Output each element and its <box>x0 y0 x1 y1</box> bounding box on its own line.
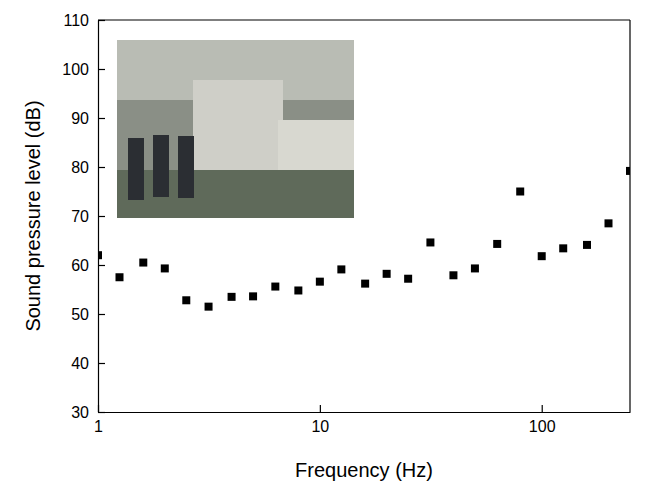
point <box>161 264 169 272</box>
tick-label: 100 <box>62 61 89 78</box>
frame <box>629 20 630 412</box>
tick-mark <box>542 405 543 412</box>
tick-label: 50 <box>71 306 89 323</box>
point <box>471 264 479 272</box>
point <box>516 188 524 196</box>
point <box>271 283 279 291</box>
tick: 40 <box>71 355 105 372</box>
point <box>139 259 147 267</box>
point <box>559 244 567 252</box>
point <box>626 167 630 175</box>
point <box>426 238 434 246</box>
point <box>337 265 345 273</box>
marks <box>98 167 630 311</box>
x-axis-title: Frequency (Hz) <box>295 459 433 481</box>
point <box>205 303 213 311</box>
inset-photo <box>117 40 354 218</box>
tick: 90 <box>71 110 105 127</box>
tick-mark <box>98 167 105 168</box>
tick-mark <box>98 69 105 70</box>
tick: 80 <box>71 159 105 176</box>
tick-mark <box>98 412 105 413</box>
point <box>604 219 612 227</box>
point <box>493 240 501 248</box>
tick-mark <box>98 265 105 266</box>
point <box>449 271 457 279</box>
point <box>98 251 102 259</box>
point <box>583 241 591 249</box>
frame <box>98 19 630 20</box>
x-axis: 1 10 100 <box>94 405 630 435</box>
tick-mark <box>98 216 105 217</box>
point <box>116 273 124 281</box>
point <box>228 293 236 301</box>
tick: 100 <box>529 405 556 435</box>
photo-person <box>153 135 169 197</box>
point <box>316 278 324 286</box>
axis-line <box>99 412 631 413</box>
tick-label: 1 <box>94 418 103 435</box>
tick-mark <box>98 118 105 119</box>
y-axis-title: Sound pressure level (dB) <box>22 100 44 331</box>
tick-label: 10 <box>311 418 329 435</box>
tick-mark <box>320 405 321 412</box>
point <box>294 286 302 294</box>
point <box>249 292 257 300</box>
tick-label: 30 <box>71 404 89 421</box>
tick: 100 <box>62 61 105 78</box>
tick: 70 <box>71 208 105 225</box>
point <box>361 280 369 288</box>
chart: 11010030405060708090100110Frequency (Hz)… <box>0 0 658 495</box>
tick-label: 90 <box>71 110 89 127</box>
y-axis: 30 40 50 60 70 80 90 100 110 <box>62 12 105 421</box>
tick: 10 <box>311 405 329 435</box>
tick-mark <box>98 314 105 315</box>
tick-mark <box>98 363 105 364</box>
point <box>383 270 391 278</box>
tick-label: 110 <box>63 12 89 29</box>
point <box>182 296 190 304</box>
tick-label: 70 <box>71 208 89 225</box>
point <box>538 252 546 260</box>
photo-person <box>178 136 194 198</box>
photo-person <box>128 138 144 200</box>
tick-label: 100 <box>529 418 556 435</box>
point <box>404 275 412 283</box>
tick: 30 <box>71 404 105 421</box>
tick-label: 80 <box>71 159 89 176</box>
photo-floor <box>117 170 354 218</box>
tick-label: 40 <box>71 355 89 372</box>
plot: 11010030405060708090100110 <box>62 12 634 436</box>
photo-background <box>117 40 354 218</box>
tick: 50 <box>71 306 105 323</box>
tick-label: 60 <box>71 257 89 274</box>
